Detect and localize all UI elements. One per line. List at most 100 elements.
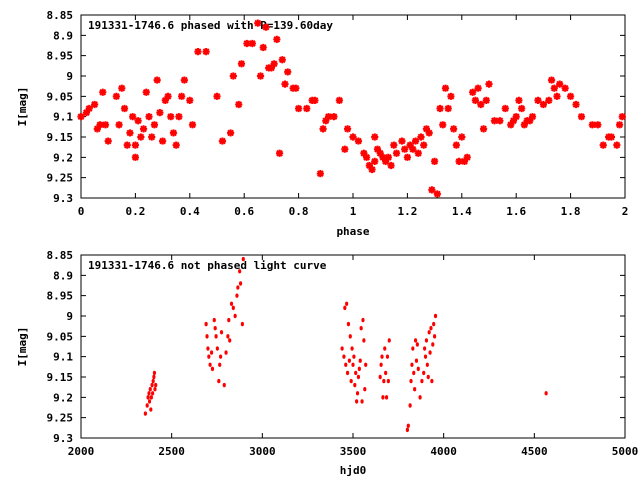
data-point [432, 321, 436, 327]
data-point [207, 354, 211, 359]
data-point [240, 321, 244, 327]
data-point [275, 149, 284, 157]
data-point [340, 346, 344, 351]
data-point [186, 96, 194, 104]
data-point [422, 370, 426, 376]
data-point [218, 362, 222, 367]
data-point [427, 330, 431, 335]
data-point [204, 321, 208, 327]
data-point [613, 141, 621, 149]
unphased-light-curve-chart: 2000 2500 3000 3500 4000 4500 5000 8.85 8.9 8.95 9… [16, 249, 638, 477]
data-point [355, 391, 360, 396]
data-point [431, 342, 435, 347]
data-point [226, 334, 230, 339]
data-point [413, 338, 418, 343]
data-point [233, 313, 237, 319]
data-point [281, 80, 289, 88]
data-point [129, 113, 137, 121]
data-point [243, 39, 251, 48]
y-tick-label: 8.95 [47, 50, 74, 63]
data-point [518, 104, 526, 113]
data-point [501, 104, 509, 113]
data-point [219, 354, 223, 359]
data-point [120, 104, 129, 113]
data-point [188, 121, 197, 129]
data-point [219, 330, 224, 335]
data-point [599, 141, 607, 149]
data-point [430, 378, 434, 384]
data-point [384, 395, 389, 400]
data-point [429, 326, 433, 331]
data-point [408, 403, 412, 408]
data-point [145, 403, 149, 408]
data-point [150, 382, 154, 388]
data-point [356, 374, 361, 380]
data-point [341, 145, 349, 153]
data-point [433, 313, 438, 319]
data-point [390, 141, 398, 149]
data-point [382, 157, 390, 165]
data-point [371, 133, 379, 141]
data-point [512, 113, 520, 121]
data-point [450, 125, 458, 133]
data-point [471, 96, 479, 104]
data-point [383, 346, 387, 351]
data-point [210, 366, 215, 372]
x-tick-label: 0 [78, 205, 85, 218]
data-point [319, 125, 327, 133]
data-point [343, 305, 347, 311]
data-point [147, 399, 152, 404]
data-point [507, 121, 515, 129]
data-point [515, 96, 523, 104]
x-tick-label: 2000 [68, 445, 95, 458]
x-tick-label: 1 [350, 205, 357, 218]
data-point [217, 378, 221, 384]
y-tick-label: 9.1 [53, 351, 73, 364]
x-tick-label: 3000 [249, 445, 276, 458]
data-point [273, 35, 281, 43]
data-point [227, 317, 231, 323]
y-tick-label: 9.3 [53, 432, 73, 445]
data-point [152, 370, 157, 376]
data-point [477, 100, 485, 109]
y-tick-label: 9.15 [47, 131, 74, 144]
data-point [148, 133, 156, 141]
data-point [534, 96, 542, 104]
data-point [349, 133, 357, 141]
data-point [142, 88, 150, 96]
data-point [567, 92, 575, 100]
data-point [235, 100, 243, 109]
data-point [482, 96, 490, 104]
data-point [235, 293, 239, 298]
data-point [355, 399, 359, 404]
data-point [148, 387, 152, 392]
data-point [345, 301, 349, 306]
data-point [324, 113, 333, 121]
data-point [153, 76, 161, 84]
data-point [358, 358, 362, 363]
data-point [96, 121, 104, 129]
data-point [385, 354, 390, 359]
data-point [91, 100, 99, 109]
phased-light-curve-chart: 0 0.2 0.4 0.6 0.8 1 1.2 1.4 1.6 1.8 2 8.85 8.9 8.95 9 9… [16, 9, 628, 238]
data-point [222, 382, 226, 388]
data-point [146, 395, 150, 400]
data-point [115, 121, 123, 129]
x-tick-label: 2 [622, 205, 629, 218]
chart-title: 191331-1746.6 phased with P=139.60day [88, 19, 333, 32]
data-point [556, 80, 564, 88]
plot-frame [80, 254, 626, 439]
data-point [351, 362, 355, 367]
data-point [373, 145, 382, 153]
data-point [463, 153, 471, 161]
data-point [342, 354, 346, 359]
y-tick-label: 9.05 [47, 90, 74, 103]
data-point [420, 141, 428, 149]
data-point [151, 378, 155, 384]
data-point [526, 117, 534, 125]
data-point [433, 190, 441, 198]
data-point [85, 104, 93, 113]
data-point [214, 334, 218, 339]
data-point [387, 161, 395, 170]
data-point [154, 382, 158, 388]
